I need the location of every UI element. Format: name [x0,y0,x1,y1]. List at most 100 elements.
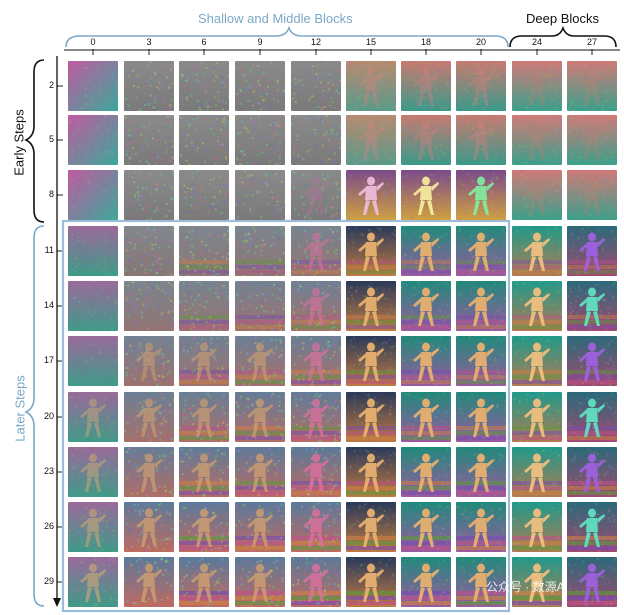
column-label: 18 [420,37,431,47]
feature-map-cell [456,115,506,165]
row-label: 17 [43,355,54,365]
feature-map-cell [124,447,174,497]
feature-map-cell [401,336,451,386]
feature-map-cell [124,115,174,165]
feature-map-cell [567,281,617,331]
early-steps-bracket [24,59,45,223]
column-label: 24 [531,37,542,47]
shallow-middle-blocks-title: Shallow and Middle Blocks [198,11,353,26]
feature-map-cell [567,557,617,607]
feature-map-cell [68,447,118,497]
feature-map-cell [512,170,562,220]
feature-map-cell [235,281,285,331]
feature-map-cell [346,226,396,276]
feature-map-cell [512,392,562,442]
feature-map-cell [346,502,396,552]
column-label: 20 [475,37,486,47]
feature-map-cell [68,170,118,220]
feature-map-cell [235,61,285,111]
feature-map-cell [567,392,617,442]
feature-map-cell [346,557,396,607]
later-steps-title: Later Steps [12,375,28,442]
feature-map-cell [512,447,562,497]
feature-map-cell [179,61,229,111]
feature-map-cell [401,170,451,220]
feature-map-cell [68,502,118,552]
feature-map-cell [456,226,506,276]
row-label: 14 [43,300,54,310]
row-label: 23 [43,466,54,476]
feature-map-cell [291,226,341,276]
feature-map-cell [401,226,451,276]
feature-map-cell [567,336,617,386]
feature-map-cell [235,170,285,220]
column-label: 3 [146,37,152,47]
feature-map-cell [68,115,118,165]
row-label: 11 [44,245,54,255]
feature-map-cell [124,226,174,276]
shallow-middle-bracket [65,25,509,48]
feature-map-cell [456,502,506,552]
feature-map-cell [179,226,229,276]
row-label: 20 [43,411,54,421]
feature-map-cell [124,61,174,111]
feature-map-cell [124,502,174,552]
feature-map-cell [567,447,617,497]
column-label: 9 [257,37,263,47]
feature-map-cell [456,61,506,111]
deep-blocks-title: Deep Blocks [526,11,599,26]
row-label: 29 [43,576,54,586]
feature-map-cell [68,226,118,276]
feature-map-cell [346,281,396,331]
feature-map-cell [567,170,617,220]
feature-map-cell [124,336,174,386]
row-label: 26 [43,521,54,531]
feature-map-cell [124,170,174,220]
feature-map-cell [512,502,562,552]
feature-map-cell [346,336,396,386]
row-label: 8 [48,189,54,199]
feature-map-cell [124,281,174,331]
feature-map-cell [401,281,451,331]
early-steps-title: Early Steps [11,109,27,176]
feature-map-cell [235,226,285,276]
feature-map-cell [567,226,617,276]
feature-map-cell [235,115,285,165]
feature-map-cell [512,61,562,111]
feature-map-cell [512,115,562,165]
feature-map-cell [291,447,341,497]
feature-map-cell [456,557,506,607]
feature-map-cell [401,557,451,607]
feature-map-cell [291,557,341,607]
feature-map-cell [291,281,341,331]
column-label: 27 [586,37,597,47]
feature-map-cell [68,336,118,386]
feature-map-cell [68,392,118,442]
feature-map-cell [179,447,229,497]
feature-map-cell [68,281,118,331]
feature-map-cell [235,557,285,607]
row-label: 2 [48,80,54,90]
feature-map-cell [291,502,341,552]
feature-map-cell [456,447,506,497]
feature-map-cell [401,61,451,111]
feature-map-cell [235,502,285,552]
feature-map-cell [346,392,396,442]
feature-map-cell [512,336,562,386]
feature-map-cell [512,281,562,331]
deep-blocks-bracket [509,25,617,48]
column-label: 6 [201,37,207,47]
feature-map-cell [401,392,451,442]
feature-map-cell [291,392,341,442]
feature-map-cell [291,115,341,165]
feature-map-cell [401,447,451,497]
feature-map-cell [346,61,396,111]
steps-axis-arrow [53,598,61,607]
feature-map-cell [456,392,506,442]
later-steps-highlight-box [61,219,511,613]
later-steps-bracket [24,225,45,607]
row-label: 5 [48,134,54,144]
column-label: 15 [365,37,376,47]
feature-map-cell [235,392,285,442]
